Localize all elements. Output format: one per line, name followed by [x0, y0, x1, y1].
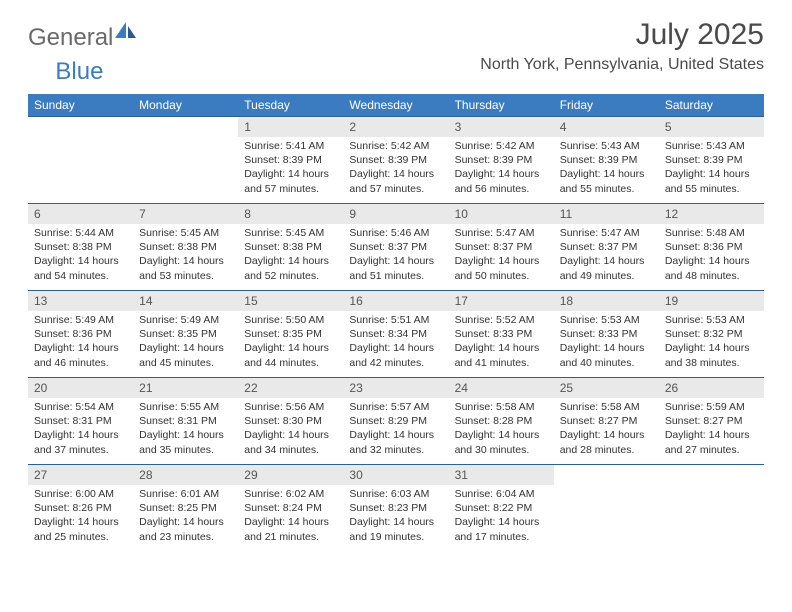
day-header: Wednesday [343, 94, 448, 117]
day-number: 23 [343, 378, 448, 399]
day-cell: Sunrise: 5:49 AMSunset: 8:35 PMDaylight:… [133, 311, 238, 378]
day-cell: Sunrise: 5:48 AMSunset: 8:36 PMDaylight:… [659, 224, 764, 291]
day-header: Sunday [28, 94, 133, 117]
day-number: 15 [238, 291, 343, 312]
day-cell [659, 485, 764, 551]
day-number: 24 [449, 378, 554, 399]
day-header: Thursday [449, 94, 554, 117]
logo: General [28, 22, 137, 53]
daynum-row: 12345 [28, 117, 764, 138]
content-row: Sunrise: 5:54 AMSunset: 8:31 PMDaylight:… [28, 398, 764, 465]
day-number: 19 [659, 291, 764, 312]
day-number: 25 [554, 378, 659, 399]
page: General July 2025 North York, Pennsylvan… [0, 0, 792, 569]
day-number: 7 [133, 204, 238, 225]
day-number: 29 [238, 465, 343, 486]
day-header: Friday [554, 94, 659, 117]
day-cell: Sunrise: 6:04 AMSunset: 8:22 PMDaylight:… [449, 485, 554, 551]
sail-icon [115, 22, 137, 43]
day-cell [28, 137, 133, 204]
day-number: 11 [554, 204, 659, 225]
day-number: 28 [133, 465, 238, 486]
day-cell: Sunrise: 6:01 AMSunset: 8:25 PMDaylight:… [133, 485, 238, 551]
day-cell: Sunrise: 5:47 AMSunset: 8:37 PMDaylight:… [554, 224, 659, 291]
day-cell: Sunrise: 5:47 AMSunset: 8:37 PMDaylight:… [449, 224, 554, 291]
day-cell: Sunrise: 5:43 AMSunset: 8:39 PMDaylight:… [659, 137, 764, 204]
day-cell: Sunrise: 5:44 AMSunset: 8:38 PMDaylight:… [28, 224, 133, 291]
day-number: 1 [238, 117, 343, 138]
day-number: 4 [554, 117, 659, 138]
calendar: Sunday Monday Tuesday Wednesday Thursday… [28, 94, 764, 551]
day-number: 16 [343, 291, 448, 312]
daynum-row: 2728293031 [28, 465, 764, 486]
day-cell: Sunrise: 5:50 AMSunset: 8:35 PMDaylight:… [238, 311, 343, 378]
day-cell: Sunrise: 5:43 AMSunset: 8:39 PMDaylight:… [554, 137, 659, 204]
day-number: 21 [133, 378, 238, 399]
logo-text-general: General [28, 24, 113, 52]
title-block: July 2025 North York, Pennsylvania, Unit… [480, 18, 764, 74]
day-number: 3 [449, 117, 554, 138]
daynum-row: 6789101112 [28, 204, 764, 225]
day-header: Monday [133, 94, 238, 117]
day-cell [554, 485, 659, 551]
day-cell: Sunrise: 5:53 AMSunset: 8:33 PMDaylight:… [554, 311, 659, 378]
content-row: Sunrise: 5:44 AMSunset: 8:38 PMDaylight:… [28, 224, 764, 291]
day-number: 14 [133, 291, 238, 312]
day-cell: Sunrise: 5:57 AMSunset: 8:29 PMDaylight:… [343, 398, 448, 465]
day-cell: Sunrise: 5:59 AMSunset: 8:27 PMDaylight:… [659, 398, 764, 465]
day-number: 9 [343, 204, 448, 225]
day-cell: Sunrise: 5:42 AMSunset: 8:39 PMDaylight:… [343, 137, 448, 204]
day-cell: Sunrise: 5:54 AMSunset: 8:31 PMDaylight:… [28, 398, 133, 465]
day-cell: Sunrise: 5:52 AMSunset: 8:33 PMDaylight:… [449, 311, 554, 378]
day-header: Saturday [659, 94, 764, 117]
day-cell: Sunrise: 6:03 AMSunset: 8:23 PMDaylight:… [343, 485, 448, 551]
content-row: Sunrise: 6:00 AMSunset: 8:26 PMDaylight:… [28, 485, 764, 551]
day-number: 18 [554, 291, 659, 312]
day-cell: Sunrise: 6:02 AMSunset: 8:24 PMDaylight:… [238, 485, 343, 551]
calendar-body: 12345Sunrise: 5:41 AMSunset: 8:39 PMDayl… [28, 117, 764, 552]
day-number: 20 [28, 378, 133, 399]
day-number: 31 [449, 465, 554, 486]
content-row: Sunrise: 5:41 AMSunset: 8:39 PMDaylight:… [28, 137, 764, 204]
location: North York, Pennsylvania, United States [480, 56, 764, 74]
day-cell: Sunrise: 5:41 AMSunset: 8:39 PMDaylight:… [238, 137, 343, 204]
day-number [133, 117, 238, 138]
day-header: Tuesday [238, 94, 343, 117]
day-number [28, 117, 133, 138]
day-cell: Sunrise: 5:45 AMSunset: 8:38 PMDaylight:… [133, 224, 238, 291]
day-number: 8 [238, 204, 343, 225]
daynum-row: 20212223242526 [28, 378, 764, 399]
day-cell: Sunrise: 5:58 AMSunset: 8:28 PMDaylight:… [449, 398, 554, 465]
day-number [554, 465, 659, 486]
day-number: 26 [659, 378, 764, 399]
day-number: 27 [28, 465, 133, 486]
day-header-row: Sunday Monday Tuesday Wednesday Thursday… [28, 94, 764, 117]
day-cell: Sunrise: 5:45 AMSunset: 8:38 PMDaylight:… [238, 224, 343, 291]
day-cell [133, 137, 238, 204]
day-number: 10 [449, 204, 554, 225]
day-number: 13 [28, 291, 133, 312]
day-cell: Sunrise: 5:56 AMSunset: 8:30 PMDaylight:… [238, 398, 343, 465]
day-cell: Sunrise: 6:00 AMSunset: 8:26 PMDaylight:… [28, 485, 133, 551]
day-number: 22 [238, 378, 343, 399]
day-number: 17 [449, 291, 554, 312]
day-number: 6 [28, 204, 133, 225]
day-cell: Sunrise: 5:42 AMSunset: 8:39 PMDaylight:… [449, 137, 554, 204]
day-cell: Sunrise: 5:51 AMSunset: 8:34 PMDaylight:… [343, 311, 448, 378]
logo-text-blue: Blue [55, 58, 103, 86]
day-number: 30 [343, 465, 448, 486]
daynum-row: 13141516171819 [28, 291, 764, 312]
day-cell: Sunrise: 5:49 AMSunset: 8:36 PMDaylight:… [28, 311, 133, 378]
day-cell: Sunrise: 5:55 AMSunset: 8:31 PMDaylight:… [133, 398, 238, 465]
content-row: Sunrise: 5:49 AMSunset: 8:36 PMDaylight:… [28, 311, 764, 378]
day-number [659, 465, 764, 486]
day-number: 12 [659, 204, 764, 225]
day-number: 2 [343, 117, 448, 138]
day-cell: Sunrise: 5:53 AMSunset: 8:32 PMDaylight:… [659, 311, 764, 378]
day-number: 5 [659, 117, 764, 138]
day-cell: Sunrise: 5:46 AMSunset: 8:37 PMDaylight:… [343, 224, 448, 291]
day-cell: Sunrise: 5:58 AMSunset: 8:27 PMDaylight:… [554, 398, 659, 465]
month-title: July 2025 [480, 18, 764, 52]
